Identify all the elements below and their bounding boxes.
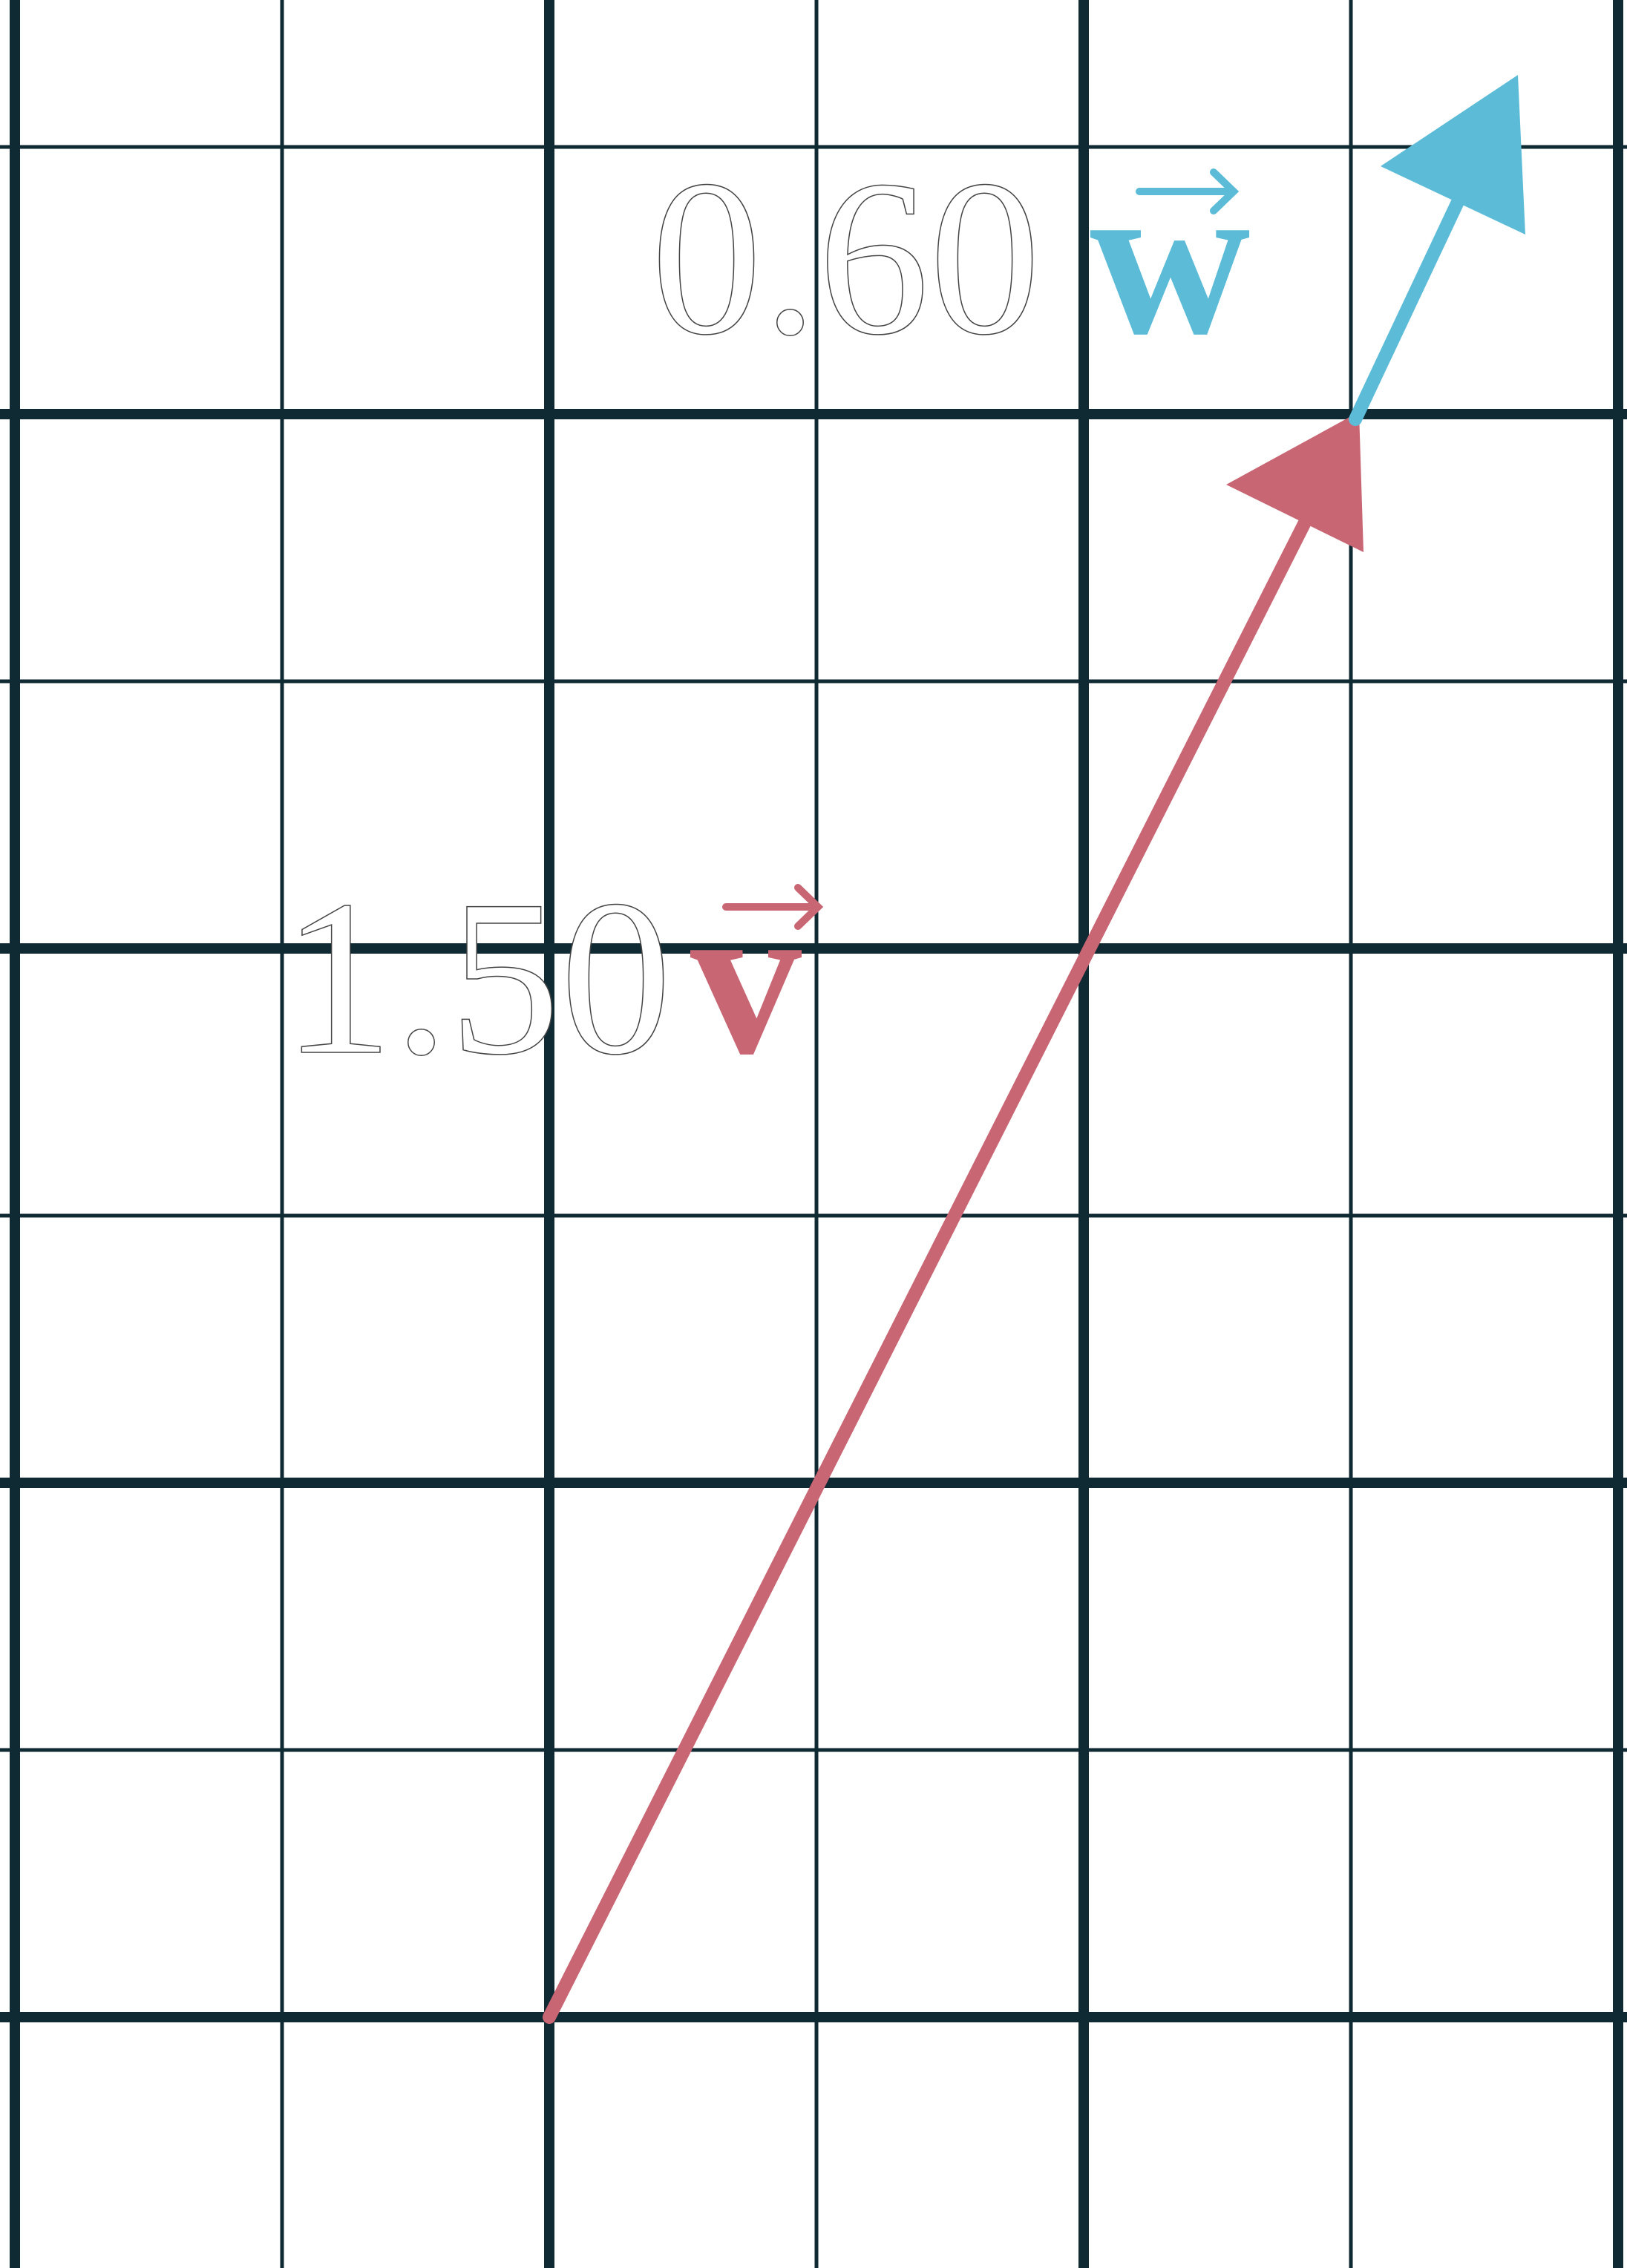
vector-w-head <box>1381 75 1525 235</box>
vector-arrow-v <box>722 884 824 930</box>
coefficient-label: 0.60 <box>651 134 1041 381</box>
vector-v-shaft <box>543 513 1313 2024</box>
coefficient-label: 1.50 <box>282 854 672 1101</box>
vector-v-head <box>1226 412 1364 552</box>
vector-name: w <box>1090 134 1251 381</box>
vector-arrow-w <box>1136 168 1240 214</box>
vector-name: v <box>690 854 802 1101</box>
vector-w-shaft <box>1349 194 1465 426</box>
